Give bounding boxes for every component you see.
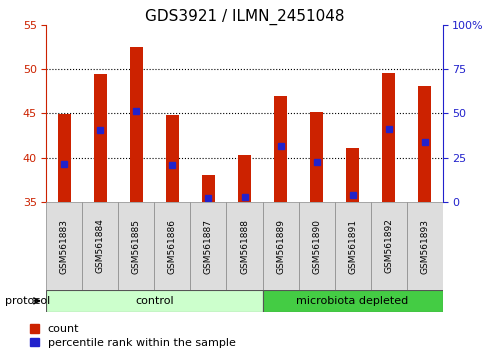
Bar bbox=[58, 114, 71, 202]
Bar bbox=[202, 175, 214, 202]
Text: GSM561887: GSM561887 bbox=[203, 218, 213, 274]
Bar bbox=[309, 112, 322, 202]
Bar bbox=[262, 202, 298, 290]
Text: GSM561893: GSM561893 bbox=[419, 218, 428, 274]
Bar bbox=[166, 115, 179, 202]
Bar bbox=[154, 202, 190, 290]
Bar bbox=[238, 155, 250, 202]
Text: GSM561892: GSM561892 bbox=[383, 218, 392, 274]
Text: GSM561891: GSM561891 bbox=[347, 218, 356, 274]
Text: GSM561889: GSM561889 bbox=[275, 218, 285, 274]
Text: GSM561884: GSM561884 bbox=[96, 218, 105, 274]
Bar bbox=[94, 74, 106, 202]
Text: GSM561890: GSM561890 bbox=[311, 218, 320, 274]
Bar bbox=[417, 86, 430, 202]
Bar bbox=[274, 96, 286, 202]
Bar bbox=[334, 202, 370, 290]
Bar bbox=[190, 202, 226, 290]
Text: protocol: protocol bbox=[5, 296, 50, 306]
Bar bbox=[370, 202, 406, 290]
Bar bbox=[406, 202, 442, 290]
Bar bbox=[262, 290, 442, 312]
Bar bbox=[226, 202, 262, 290]
Bar bbox=[382, 73, 394, 202]
Bar bbox=[46, 290, 262, 312]
Text: control: control bbox=[135, 296, 173, 306]
Text: GSM561885: GSM561885 bbox=[132, 218, 141, 274]
Bar bbox=[118, 202, 154, 290]
Bar bbox=[82, 202, 118, 290]
Text: GSM561883: GSM561883 bbox=[60, 218, 69, 274]
Bar bbox=[46, 202, 82, 290]
Bar bbox=[346, 148, 358, 202]
Text: GSM561888: GSM561888 bbox=[240, 218, 248, 274]
Text: microbiota depleted: microbiota depleted bbox=[296, 296, 408, 306]
Text: GSM561886: GSM561886 bbox=[168, 218, 177, 274]
Bar bbox=[298, 202, 334, 290]
Bar bbox=[130, 47, 142, 202]
Text: GDS3921 / ILMN_2451048: GDS3921 / ILMN_2451048 bbox=[144, 9, 344, 25]
Legend: count, percentile rank within the sample: count, percentile rank within the sample bbox=[30, 324, 235, 348]
